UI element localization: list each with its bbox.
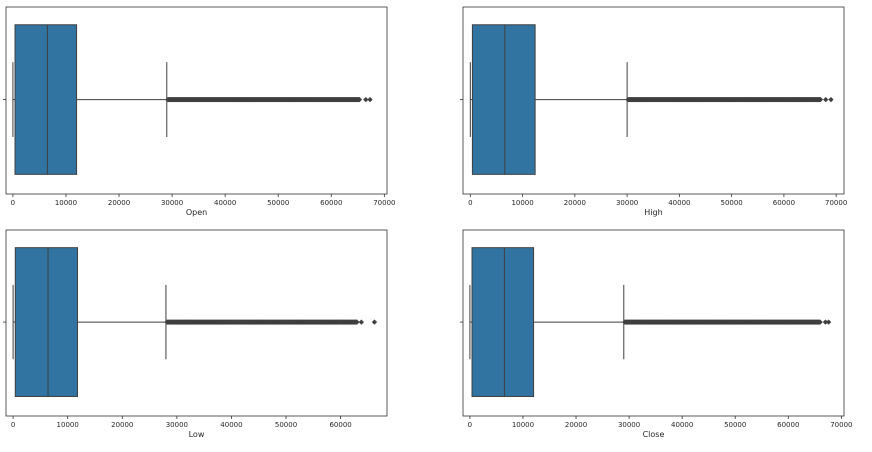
- outlier-point: [371, 319, 378, 325]
- x-axis-label-open: Open: [186, 208, 207, 217]
- x-tick-label: 0: [11, 199, 15, 207]
- x-tick-label: 70000: [373, 199, 395, 207]
- x-tick-label: 50000: [267, 199, 289, 207]
- x-axis-label-close: Close: [643, 430, 665, 439]
- x-tick-label: 20000: [111, 421, 133, 429]
- x-tick-label: 10000: [57, 421, 79, 429]
- x-tick-label: 20000: [108, 199, 130, 207]
- subplot-high: High 0 10000 20000 30000 40000 50000 60000 7000…: [460, 6, 847, 217]
- x-tick-label: 10000: [511, 199, 533, 207]
- outlier-point: [356, 96, 363, 103]
- x-tick-label: 40000: [668, 199, 690, 207]
- iqr-box: [471, 24, 536, 175]
- subplot-low: Low 0 10000 20000 30000 40000 50000 60000: [3, 229, 388, 439]
- iqr-box: [471, 247, 535, 397]
- subplot-close: Close 0 10000 20000 30000 40000 50000 60000 700…: [460, 229, 852, 439]
- x-tick-label: 10000: [55, 199, 77, 207]
- x-tick-label: 60000: [777, 421, 799, 429]
- x-tick-label: 60000: [329, 421, 351, 429]
- x-tick-label: 50000: [724, 421, 746, 429]
- x-tick-label: 0: [11, 421, 15, 429]
- x-tick-label: 60000: [320, 199, 342, 207]
- x-tick-label: 0: [468, 421, 472, 429]
- x-axis-label-low: Low: [189, 430, 205, 439]
- x-tick-label: 50000: [275, 421, 297, 429]
- x-tick-label: 30000: [161, 199, 183, 207]
- x-tick-label: 0: [468, 199, 472, 207]
- outlier-point: [358, 319, 365, 325]
- x-tick-label: 30000: [616, 199, 638, 207]
- x-tick-label: 30000: [618, 421, 640, 429]
- x-tick-label: 70000: [825, 199, 847, 207]
- iqr-box: [14, 24, 78, 175]
- x-tick-label: 20000: [564, 199, 586, 207]
- subplot-open: Open 0 10000 20000 30000 40000 50000 60000 7000…: [3, 6, 395, 217]
- outlier-point: [822, 96, 829, 103]
- x-tick-label: 40000: [214, 199, 236, 207]
- x-axis-label-high: High: [644, 208, 662, 217]
- x-tick-label: 40000: [671, 421, 693, 429]
- outlier-point: [367, 96, 373, 103]
- x-tick-label: 70000: [830, 421, 852, 429]
- iqr-box: [14, 247, 79, 397]
- x-tick-label: 60000: [773, 199, 795, 207]
- x-tick-label: 50000: [720, 199, 742, 207]
- outlier-point: [817, 96, 824, 103]
- x-tick-label: 40000: [220, 421, 242, 429]
- x-tick-label: 20000: [565, 421, 587, 429]
- x-tick-label: 10000: [512, 421, 534, 429]
- outlier-point: [817, 319, 823, 325]
- x-tick-label: 30000: [166, 421, 188, 429]
- outlier-point: [825, 319, 832, 325]
- outlier-point: [828, 96, 834, 103]
